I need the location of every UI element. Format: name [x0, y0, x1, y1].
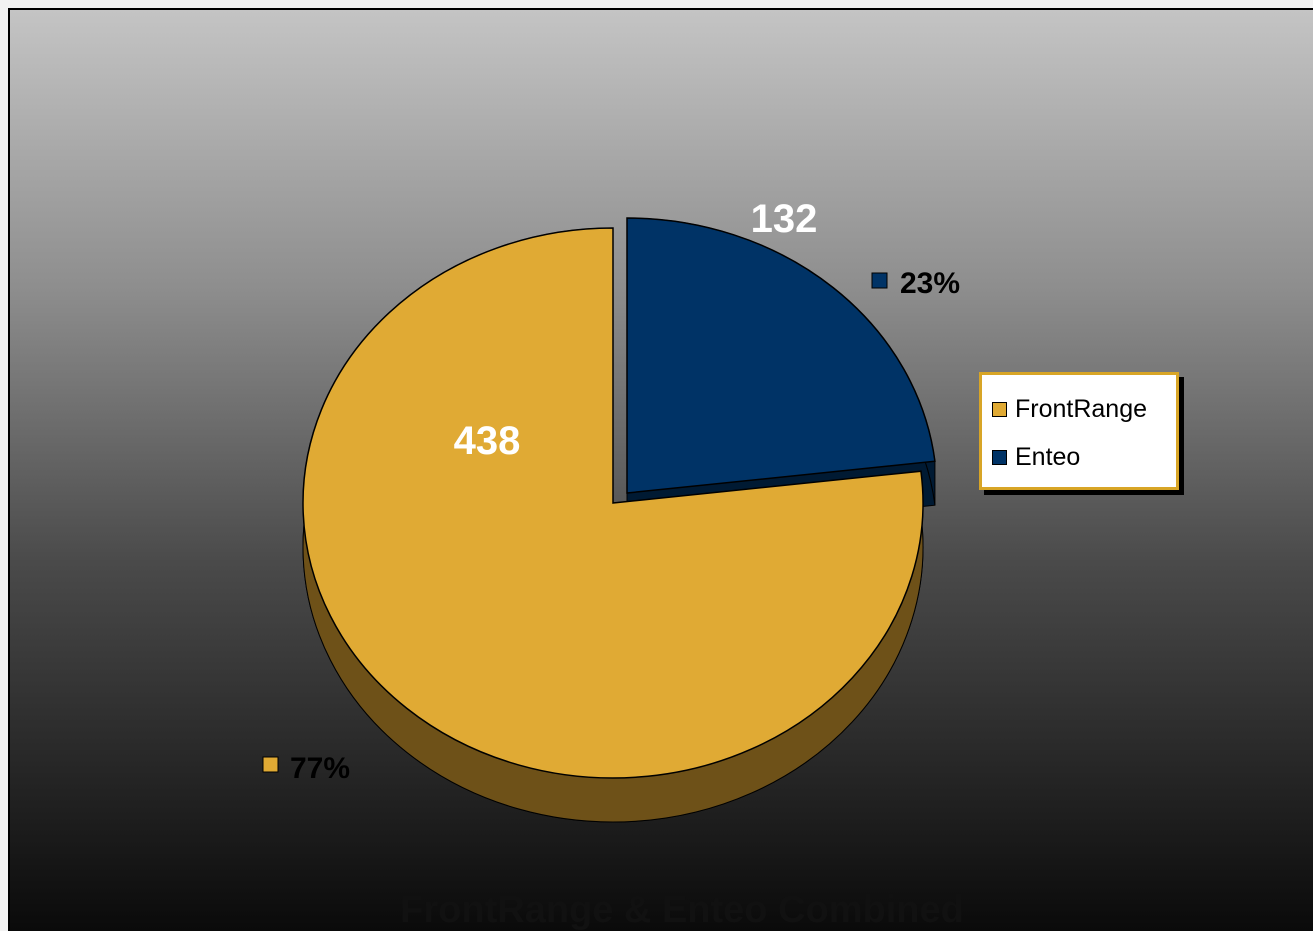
legend-item-frontrange: FrontRange [992, 385, 1176, 433]
legend-item-enteo: Enteo [992, 433, 1176, 481]
pie-slice-frontrange [302, 227, 924, 779]
chart-frame: 132 438 23% 77% FrontRange & Enteo Combined… [8, 8, 1313, 931]
legend-label-frontrange: FrontRange [1015, 394, 1148, 423]
value-label-enteo: 132 [751, 197, 818, 241]
pie-chart: 132 438 23% 77% FrontRange & Enteo Combined [262, 197, 964, 931]
pie-top-layer [302, 217, 936, 779]
legend-swatch-enteo [992, 449, 1007, 465]
pie-slice-enteo [626, 217, 936, 494]
percent-label-enteo: 23% [900, 267, 960, 300]
legend-swatch-frontrange [992, 401, 1007, 417]
value-label-frontrange: 438 [454, 419, 521, 463]
percent-label-frontrange: 77% [290, 752, 350, 785]
percent-swatch-frontrange [262, 756, 279, 773]
pie-label-layer: 132 438 23% 77% [262, 197, 960, 785]
percent-swatch-enteo [871, 272, 888, 289]
legend-label-enteo: Enteo [1015, 442, 1081, 471]
legend: FrontRange Enteo [979, 372, 1179, 490]
chart-title: FrontRange & Enteo Combined [400, 889, 964, 931]
